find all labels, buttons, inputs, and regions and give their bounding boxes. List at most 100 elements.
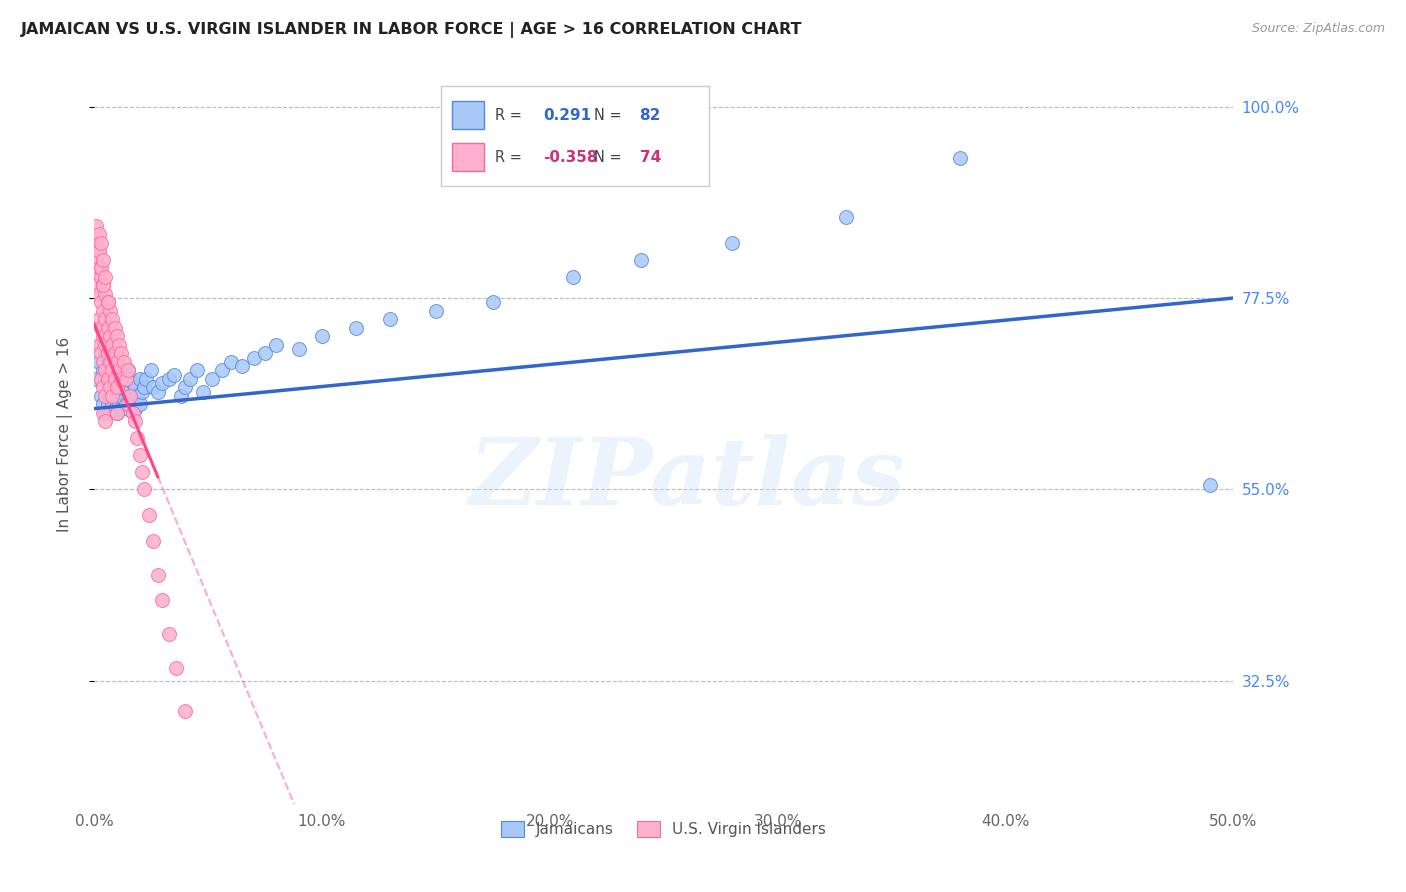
Point	[561, 269, 583, 284]
Point	[97, 372, 120, 386]
Point	[110, 363, 132, 377]
Point	[105, 389, 128, 403]
Point	[90, 321, 112, 335]
Point	[344, 321, 367, 335]
Point	[98, 338, 121, 352]
Text: JAMAICAN VS U.S. VIRGIN ISLANDER IN LABOR FORCE | AGE > 16 CORRELATION CHART: JAMAICAN VS U.S. VIRGIN ISLANDER IN LABO…	[21, 22, 803, 38]
Point	[98, 380, 121, 394]
Point	[97, 346, 120, 360]
Point	[139, 363, 162, 377]
Point	[90, 372, 112, 386]
Point	[97, 295, 120, 310]
Point	[193, 384, 215, 399]
Point	[108, 338, 131, 352]
Point	[84, 278, 107, 293]
Point	[90, 269, 112, 284]
Point	[98, 363, 121, 377]
Point	[91, 303, 114, 318]
Point	[87, 261, 110, 276]
Point	[115, 372, 138, 386]
Point	[120, 393, 142, 408]
Point	[163, 368, 186, 382]
Point	[94, 346, 117, 360]
Point	[112, 355, 135, 369]
Point	[128, 372, 150, 386]
Point	[90, 235, 112, 250]
Point	[117, 401, 139, 416]
Point	[91, 278, 114, 293]
Text: ZIPatlas: ZIPatlas	[468, 434, 905, 524]
Point	[117, 397, 139, 411]
Text: Source: ZipAtlas.com: Source: ZipAtlas.com	[1251, 22, 1385, 36]
Point	[134, 483, 156, 497]
Point	[94, 286, 117, 301]
Point	[117, 363, 139, 377]
Point	[94, 389, 117, 403]
Point	[91, 397, 114, 411]
Point	[94, 414, 117, 428]
Point	[110, 401, 132, 416]
Point	[90, 346, 112, 360]
Point	[91, 278, 114, 293]
Point	[105, 380, 128, 394]
Point	[169, 389, 191, 403]
Point	[105, 355, 128, 369]
Point	[108, 363, 131, 377]
Point	[105, 346, 128, 360]
Legend: Jamaicans, U.S. Virgin Islanders: Jamaicans, U.S. Virgin Islanders	[494, 814, 834, 845]
Point	[90, 295, 112, 310]
Point	[112, 372, 135, 386]
Point	[103, 321, 125, 335]
Point	[94, 338, 117, 352]
Point	[110, 384, 132, 399]
Point	[87, 338, 110, 352]
Point	[138, 508, 160, 522]
Point	[186, 363, 208, 377]
Point	[103, 346, 125, 360]
Point	[105, 406, 128, 420]
Point	[97, 321, 120, 335]
Point	[120, 372, 142, 386]
Point	[87, 312, 110, 326]
Point	[121, 376, 143, 391]
Point	[120, 389, 142, 403]
Point	[201, 372, 224, 386]
Point	[110, 372, 132, 386]
Point	[101, 355, 124, 369]
Point	[91, 406, 114, 420]
Point	[84, 252, 107, 267]
Point	[84, 235, 107, 250]
Point	[288, 342, 311, 356]
Point	[124, 380, 146, 394]
Point	[157, 372, 180, 386]
Point	[253, 346, 276, 360]
Point	[211, 363, 233, 377]
Point	[150, 376, 173, 391]
Point	[117, 363, 139, 377]
Point	[721, 235, 744, 250]
Point	[103, 401, 125, 416]
Point	[97, 295, 120, 310]
Point	[110, 346, 132, 360]
Point	[91, 363, 114, 377]
Point	[91, 380, 114, 394]
Point	[134, 380, 156, 394]
Point	[97, 346, 120, 360]
Point	[481, 295, 503, 310]
Point	[87, 244, 110, 259]
Point	[101, 338, 124, 352]
Point	[380, 312, 402, 326]
Point	[157, 627, 180, 641]
Point	[117, 384, 139, 399]
Point	[105, 406, 128, 420]
Point	[103, 384, 125, 399]
Point	[835, 211, 858, 225]
Point	[115, 397, 138, 411]
Point	[131, 384, 153, 399]
Point	[98, 406, 121, 420]
Point	[97, 372, 120, 386]
Point	[174, 380, 197, 394]
Point	[127, 432, 149, 446]
Point	[142, 533, 165, 548]
Point	[90, 261, 112, 276]
